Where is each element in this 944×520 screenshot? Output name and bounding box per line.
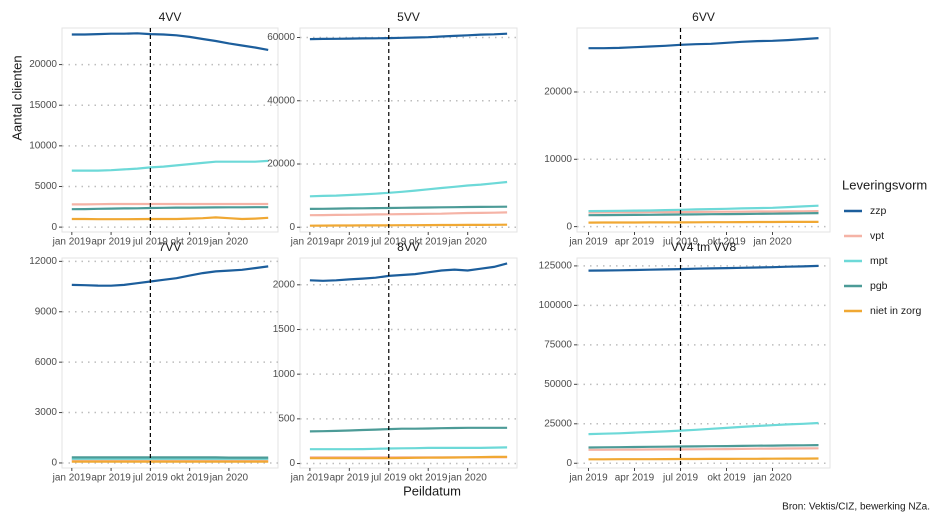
- x-tick-label: jul 2019: [370, 473, 406, 484]
- x-tick-label: okt 2019: [409, 473, 448, 484]
- x-tick-label: okt 2019: [707, 473, 746, 484]
- series-line: [589, 222, 819, 223]
- y-tick-label: 40000: [267, 95, 295, 106]
- x-tick-label: jan 2019: [290, 237, 330, 248]
- y-tick-label: 10000: [29, 140, 57, 151]
- x-tick-label: apr 2019: [330, 473, 370, 484]
- legend-label: mpt: [870, 255, 888, 267]
- y-tick-label: 20000: [267, 159, 295, 170]
- panel: [62, 28, 278, 232]
- y-tick-label: 0: [289, 458, 295, 469]
- y-tick-label: 3000: [35, 407, 58, 418]
- y-tick-label: 1000: [273, 369, 296, 380]
- y-tick-label: 0: [51, 458, 57, 469]
- x-tick-label: apr 2019: [91, 473, 131, 484]
- panel: [300, 258, 517, 468]
- y-tick-label: 12000: [29, 256, 57, 267]
- x-tick-label: jan 2020: [209, 237, 249, 248]
- panel-title: 4VV: [159, 10, 182, 24]
- panel-title: 6VV: [692, 10, 715, 24]
- x-tick-label: jan 2019: [52, 237, 92, 248]
- x-tick-label: jan 2020: [209, 473, 249, 484]
- y-tick-label: 0: [51, 222, 57, 233]
- panel: [577, 258, 830, 468]
- x-tick-label: jan 2019: [52, 473, 92, 484]
- panel: [62, 258, 278, 468]
- y-tick-label: 2000: [273, 279, 296, 290]
- y-tick-label: 0: [566, 458, 572, 469]
- panel-title: 7VV: [159, 240, 182, 254]
- legend-label: pgb: [870, 280, 888, 292]
- y-tick-label: 10000: [544, 154, 572, 165]
- x-tick-label: jan 2019: [568, 237, 608, 248]
- legend-label: vpt: [870, 230, 884, 242]
- legend-label: niet in zorg: [870, 305, 922, 317]
- panel: [300, 28, 517, 232]
- x-tick-label: apr 2019: [330, 237, 370, 248]
- x-axis-label: Peildatum: [403, 483, 461, 498]
- x-tick-label: apr 2019: [615, 237, 655, 248]
- y-tick-label: 0: [566, 221, 572, 232]
- y-tick-label: 9000: [35, 306, 58, 317]
- series-line: [310, 225, 507, 226]
- x-tick-label: jul 2019: [662, 473, 698, 484]
- y-axis-label: Aantal clienten: [9, 55, 24, 140]
- x-tick-label: jan 2019: [568, 473, 608, 484]
- y-tick-label: 50000: [544, 379, 572, 390]
- y-tick-label: 60000: [267, 32, 295, 43]
- y-tick-label: 100000: [539, 300, 573, 311]
- y-tick-label: 20000: [544, 87, 572, 98]
- y-tick-label: 6000: [35, 357, 58, 368]
- x-tick-label: jan 2020: [447, 237, 487, 248]
- source: Bron: Vektis/CIZ, bewerking NZa.: [782, 502, 930, 513]
- y-tick-label: 500: [278, 413, 295, 424]
- x-tick-label: okt 2019: [170, 473, 209, 484]
- panel: [577, 28, 830, 232]
- y-tick-label: 15000: [29, 100, 57, 111]
- y-tick-label: 75000: [544, 339, 572, 350]
- series-line: [589, 459, 819, 460]
- panel-title: 5VV: [397, 10, 420, 24]
- x-tick-label: jan 2020: [752, 237, 792, 248]
- legend-title: Leveringsvorm: [842, 177, 927, 192]
- panel-title: 8VV: [397, 240, 420, 254]
- legend-label: zzp: [870, 205, 887, 217]
- y-tick-label: 1500: [273, 324, 296, 335]
- y-tick-label: 20000: [29, 59, 57, 70]
- x-tick-label: apr 2019: [615, 473, 655, 484]
- x-tick-label: jan 2020: [752, 473, 792, 484]
- x-tick-label: jan 2019: [290, 473, 330, 484]
- y-tick-label: 5000: [35, 181, 58, 192]
- panel-title: VV4 tm VV8: [671, 240, 737, 254]
- y-tick-label: 25000: [544, 418, 572, 429]
- y-tick-label: 0: [289, 222, 295, 233]
- x-tick-label: jul 2019: [132, 473, 168, 484]
- x-tick-label: apr 2019: [91, 237, 131, 248]
- x-tick-label: jan 2020: [447, 473, 487, 484]
- y-tick-label: 125000: [539, 261, 573, 272]
